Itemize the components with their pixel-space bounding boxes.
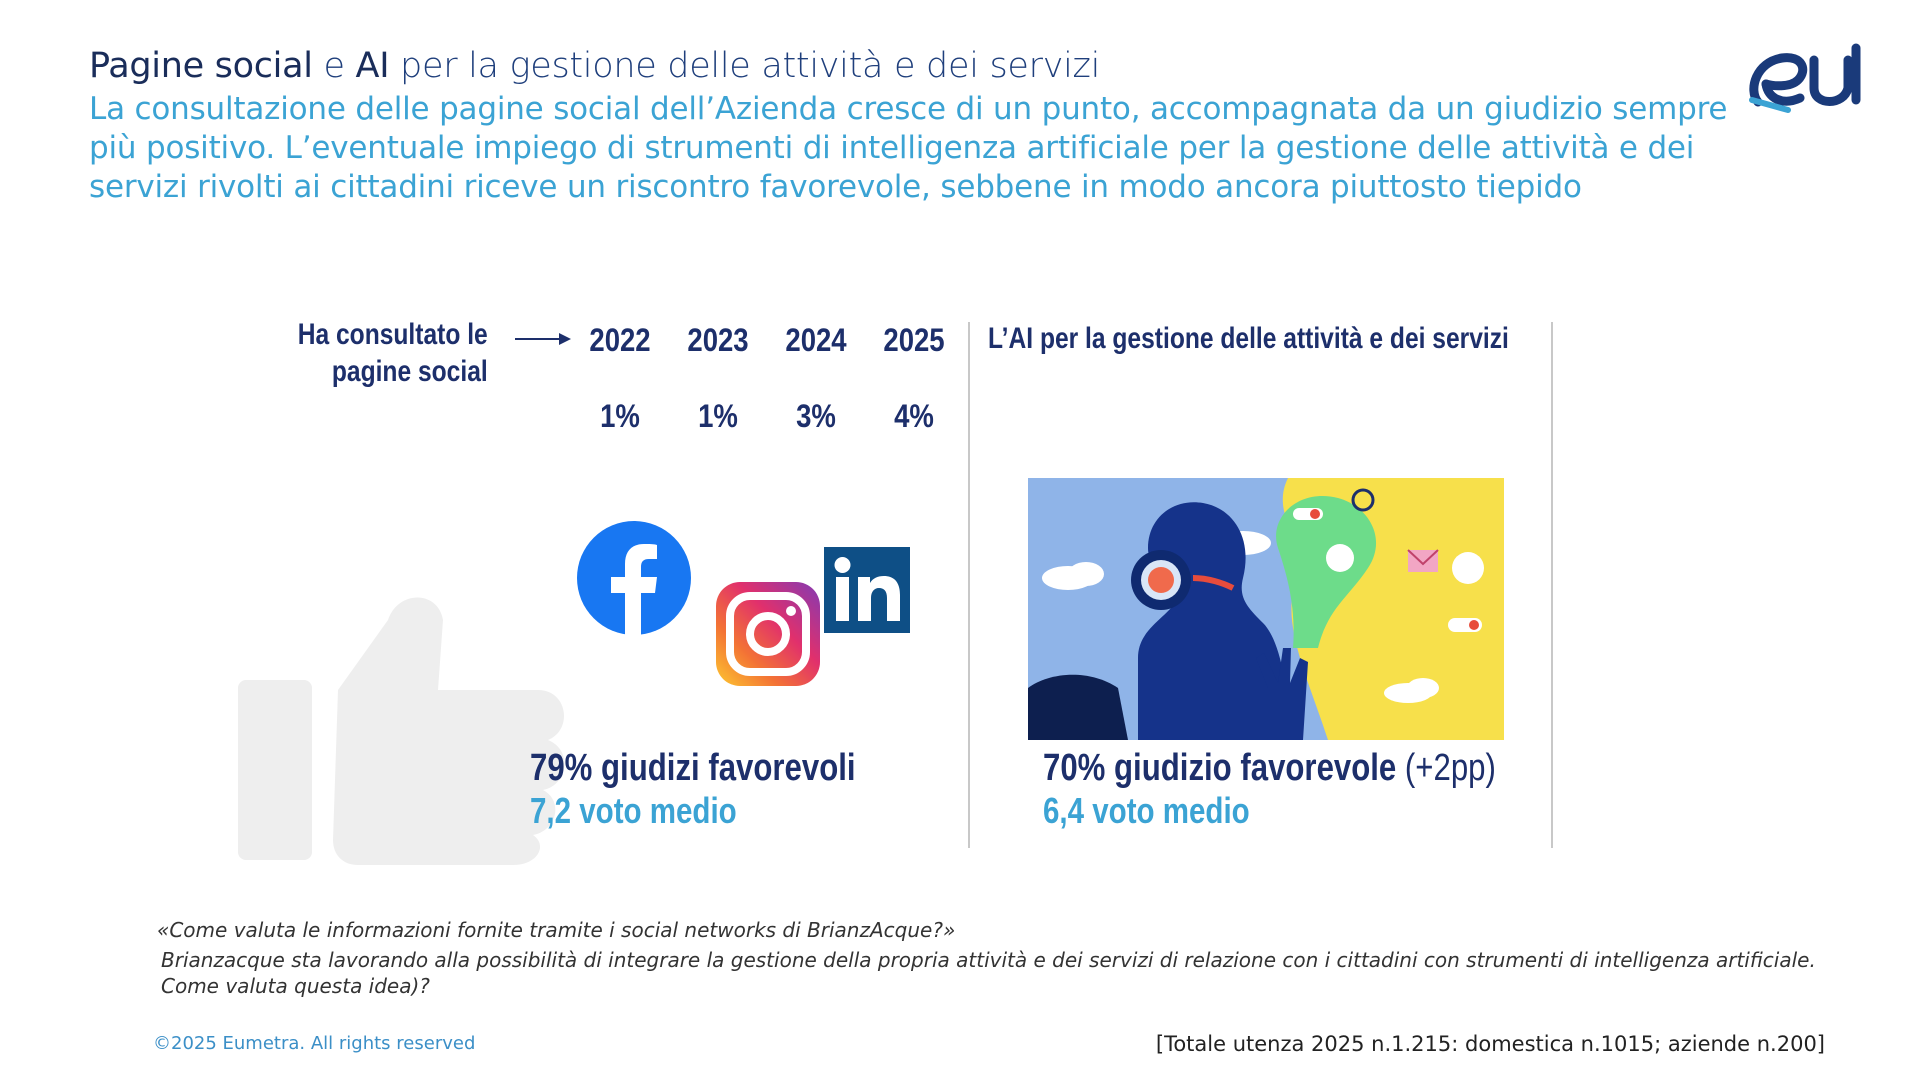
question-social: «Come valuta le informazioni fornite tra… (157, 918, 956, 942)
pct-2024: 3% (796, 398, 836, 434)
ai-section-heading: L’AI per la gestione delle attività e de… (988, 322, 1509, 355)
year-2024: 2024 (785, 322, 847, 358)
pct-2025: 4% (894, 398, 934, 434)
ai-favorable-text: 70% giudizio favorevole (+2pp) (1043, 747, 1496, 789)
linkedin-icon (824, 547, 910, 633)
section-divider (968, 322, 970, 848)
page-subtitle: La consultazione delle pagine social del… (89, 91, 1728, 205)
year-2025: 2025 (883, 322, 945, 358)
question-ai: Brianzacque sta lavorando alla possibili… (161, 948, 1816, 998)
social-consult-label: Ha consultato le pagine social (297, 318, 488, 388)
arrow-right-icon (515, 333, 571, 345)
copyright-text: ©2025 Eumetra. All rights reserved (153, 1033, 476, 1054)
ai-average-text: 6,4 voto medio (1043, 790, 1250, 831)
sample-size-text: [Totale utenza 2025 n.1.215: domestica n… (1155, 1032, 1825, 1056)
facebook-icon (577, 521, 691, 635)
year-2022: 2022 (589, 322, 651, 358)
ai-robot-illustration (1028, 478, 1504, 740)
year-2023: 2023 (687, 322, 749, 358)
right-divider (1551, 322, 1553, 848)
ai-delta: (+2pp) (1404, 747, 1496, 789)
pct-2023: 1% (698, 398, 738, 434)
social-average-text: 7,2 voto medio (530, 790, 737, 831)
page-title: Pagine social e AI per la gestione delle… (89, 46, 1101, 86)
instagram-icon (716, 582, 820, 686)
pct-2022: 1% (600, 398, 640, 434)
thumbs-up-icon (238, 597, 565, 865)
eumetra-logo (1749, 43, 1861, 113)
social-favorable-text: 79% giudizi favorevoli (530, 747, 856, 789)
